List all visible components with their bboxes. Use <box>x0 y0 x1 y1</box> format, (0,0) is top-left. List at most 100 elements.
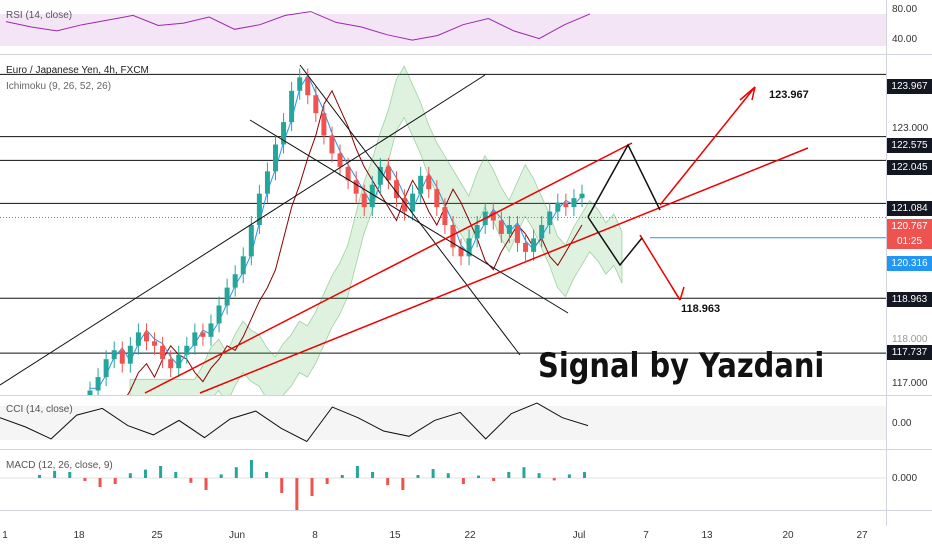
rsi-chart <box>5 11 591 41</box>
candle-body <box>184 345 190 355</box>
macd-bar <box>38 475 41 478</box>
candle-body <box>531 238 537 252</box>
macd-bar <box>401 478 405 490</box>
x-tick: 1 <box>2 530 8 541</box>
price-tag-118963: 118.963 <box>887 292 932 307</box>
candle-body <box>498 220 504 234</box>
macd-label: MACD (12, 26, close, 9) <box>6 460 113 471</box>
candle-body <box>256 193 262 225</box>
macd-tick-0: 0.000 <box>892 473 918 484</box>
cci-pane[interactable] <box>0 396 886 449</box>
cci-band <box>0 406 886 440</box>
x-tick: Jun <box>228 530 246 541</box>
macd-bar <box>174 472 178 478</box>
candle-body <box>442 207 448 225</box>
candle-body <box>426 175 432 190</box>
projection-down <box>587 216 643 267</box>
cci-tick-0: 0.00 <box>892 418 912 429</box>
candle-body <box>305 77 311 96</box>
candle-body <box>434 189 440 208</box>
macd-bar <box>537 473 541 478</box>
target-arrow-down <box>671 286 681 301</box>
red-trendline <box>199 147 809 394</box>
macd-bar <box>507 472 511 478</box>
candle-body <box>361 193 367 208</box>
candle-body <box>450 225 456 248</box>
current-price-tag: 120.767 <box>887 219 932 234</box>
candle-body <box>192 332 198 346</box>
macd-bar <box>189 478 193 483</box>
candle-body <box>458 247 464 257</box>
candle-body <box>87 390 93 395</box>
macd-bar <box>295 478 299 510</box>
candle-body <box>410 193 416 212</box>
macd-bar <box>128 473 132 478</box>
candle-body <box>337 153 343 167</box>
candle-body <box>119 350 125 364</box>
candle-body <box>539 225 545 239</box>
x-tick: 22 <box>464 530 476 541</box>
price-tag-123967: 123.967 <box>887 79 932 94</box>
macd-bar <box>567 474 571 478</box>
candle-body <box>377 166 383 185</box>
price-tag-122045: 122.045 <box>887 160 932 175</box>
candle-body <box>418 175 424 194</box>
price-tag-117737: 117.737 <box>887 345 932 360</box>
ichimoku-label: Ichimoku (9, 26, 52, 26) <box>6 81 112 92</box>
macd-bar <box>204 478 208 490</box>
candle-body <box>152 341 158 346</box>
macd-bar <box>522 467 526 478</box>
candle-body <box>466 238 472 257</box>
x-tick: 7 <box>643 530 649 541</box>
candle-body <box>208 323 214 337</box>
x-tick: 20 <box>782 530 794 541</box>
candle-body <box>474 225 480 239</box>
candle-body <box>321 113 327 136</box>
red-trendline <box>144 142 633 394</box>
x-tick: 13 <box>701 530 713 541</box>
price-tag-122575: 122.575 <box>887 138 932 153</box>
candle-body <box>571 198 577 208</box>
x-tick: 18 <box>73 530 85 541</box>
candle-body <box>563 202 569 208</box>
candle-body <box>168 359 174 369</box>
cci-line <box>0 402 589 443</box>
macd-bar <box>355 466 359 478</box>
macd-bar <box>98 478 102 487</box>
price-chart <box>0 64 886 395</box>
channel-line <box>249 119 569 314</box>
macd-pane[interactable] <box>0 450 886 510</box>
candle-body <box>329 135 335 154</box>
candle-body <box>160 345 166 360</box>
macd-bar <box>340 475 344 478</box>
macd-bar <box>583 472 586 478</box>
rsi-line <box>5 11 591 41</box>
candle-body <box>289 90 295 123</box>
price-pane[interactable] <box>0 55 886 395</box>
candle-body <box>555 202 561 212</box>
macd-bar <box>386 478 390 486</box>
candle-body <box>579 193 585 199</box>
macd-bar <box>477 475 481 478</box>
pane-separator <box>0 510 932 511</box>
candle-body <box>248 225 254 257</box>
macd-bar <box>234 467 238 478</box>
candle-body <box>273 144 279 172</box>
candle-body <box>200 332 206 337</box>
countdown-tag: 01:25 <box>887 234 932 249</box>
candle-body <box>385 166 391 181</box>
x-tick: 25 <box>151 530 163 541</box>
rsi-tick-40: 40.00 <box>892 34 918 45</box>
pane-separator <box>0 395 932 396</box>
macd-bar <box>371 472 375 478</box>
candle-body <box>224 287 230 306</box>
candle-body <box>264 171 270 194</box>
target-up-label: 123.967 <box>769 89 809 101</box>
pane-separator <box>0 449 932 450</box>
macd-bar <box>552 478 556 481</box>
rsi-pane[interactable] <box>0 0 886 54</box>
macd-bar <box>249 460 253 478</box>
price-tag-121084: 121.084 <box>887 201 932 216</box>
x-tick: 8 <box>312 530 318 541</box>
candle-body <box>313 95 319 114</box>
